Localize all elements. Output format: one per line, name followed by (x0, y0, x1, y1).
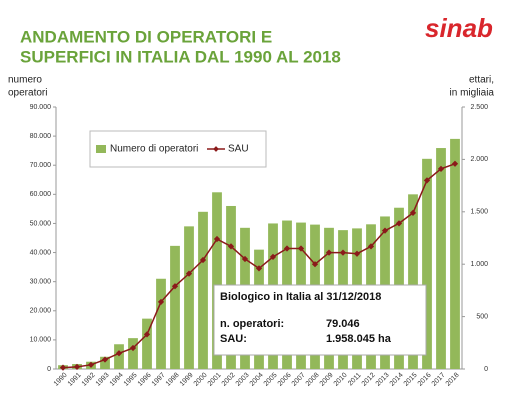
bar (114, 344, 124, 369)
legend-swatch (213, 146, 219, 152)
y2-tick-label: 1.500 (470, 209, 488, 216)
legend-label: SAU (228, 144, 249, 155)
x-tick-label: 2016 (417, 372, 433, 388)
y2-tick-label: 500 (476, 313, 488, 320)
y-tick-label: 50.000 (30, 220, 52, 227)
y2-axis-label: in migliaia (450, 88, 495, 99)
annotation-label: SAU: (220, 333, 247, 345)
x-tick-label: 2013 (375, 372, 391, 388)
x-tick-label: 2018 (445, 372, 461, 388)
x-tick-label: 2005 (263, 372, 279, 388)
x-tick-label: 2015 (403, 372, 419, 388)
x-tick-label: 1990 (53, 372, 69, 388)
bar (422, 158, 432, 369)
y-tick-label: 90.000 (30, 104, 52, 111)
y-tick-label: 80.000 (30, 133, 52, 140)
x-tick-label: 2010 (333, 372, 349, 388)
legend-label: Numero di operatori (110, 144, 198, 155)
annotation-title: Biologico in Italia al 31/12/2018 (220, 291, 381, 303)
bar (212, 192, 222, 369)
bar (450, 138, 460, 369)
annotation-box (213, 284, 427, 356)
legend-box (89, 130, 267, 168)
y-tick-label: 10.000 (30, 337, 52, 344)
y-tick-label: 70.000 (30, 162, 52, 169)
x-tick-label: 2002 (221, 372, 237, 388)
y-axis-label: operatori (8, 88, 47, 99)
x-tick-label: 2009 (319, 372, 335, 388)
x-tick-label: 1994 (109, 372, 125, 388)
x-tick-label: 1993 (95, 372, 111, 388)
x-tick-label: 2017 (431, 372, 447, 388)
x-tick-label: 2004 (249, 372, 265, 388)
y2-tick-label: 0 (484, 366, 488, 373)
bar (436, 148, 446, 369)
bar (170, 245, 180, 369)
x-tick-label: 2003 (235, 372, 251, 388)
bar (156, 278, 166, 369)
y2-tick-label: 1.000 (470, 261, 488, 268)
marker (227, 243, 235, 250)
annotation-label: n. operatori: (220, 318, 284, 330)
marker (409, 209, 417, 216)
x-tick-label: 2006 (277, 372, 293, 388)
chart-title: SUPERFICI IN ITALIA DAL 1990 AL 2018 (20, 47, 341, 66)
y2-tick-label: 2.000 (470, 156, 488, 163)
bar (142, 318, 152, 369)
x-tick-label: 1992 (81, 372, 97, 388)
x-tick-label: 2012 (361, 372, 377, 388)
annotation-value: 79.046 (326, 318, 360, 330)
y-axis-label: numero (8, 75, 42, 86)
bar (198, 211, 208, 369)
bar (128, 338, 138, 369)
x-tick-label: 2014 (389, 372, 405, 388)
marker (451, 160, 459, 167)
y2-tick-label: 2.500 (470, 104, 488, 111)
x-tick-label: 1995 (123, 372, 139, 388)
x-tick-label: 2007 (291, 372, 307, 388)
marker (311, 261, 319, 268)
chart-title: ANDAMENTO DI OPERATORI E (20, 27, 272, 46)
y-tick-label: 30.000 (30, 279, 52, 286)
x-tick-label: 1999 (179, 372, 195, 388)
x-tick-label: 2011 (347, 372, 363, 388)
marker (255, 265, 263, 272)
x-tick-label: 1998 (165, 372, 181, 388)
legend-swatch (96, 145, 106, 153)
bar (408, 194, 418, 369)
y-tick-label: 0 (47, 366, 51, 373)
x-tick-label: 1991 (67, 372, 83, 388)
bar (100, 356, 110, 369)
y-tick-label: 20.000 (30, 308, 52, 315)
y-tick-label: 40.000 (30, 249, 52, 256)
logo: sinab (425, 13, 493, 43)
marker (213, 235, 221, 243)
x-tick-label: 2001 (207, 372, 223, 388)
marker (269, 253, 277, 260)
x-tick-label: 1997 (151, 372, 167, 388)
x-tick-label: 2000 (193, 372, 209, 388)
x-tick-label: 1996 (137, 372, 153, 388)
y-tick-label: 60.000 (30, 191, 52, 198)
annotation-value: 1.958.045 ha (326, 333, 392, 345)
x-tick-label: 2008 (305, 372, 321, 388)
y2-axis-label: ettari, (469, 75, 494, 86)
bar (184, 226, 194, 369)
